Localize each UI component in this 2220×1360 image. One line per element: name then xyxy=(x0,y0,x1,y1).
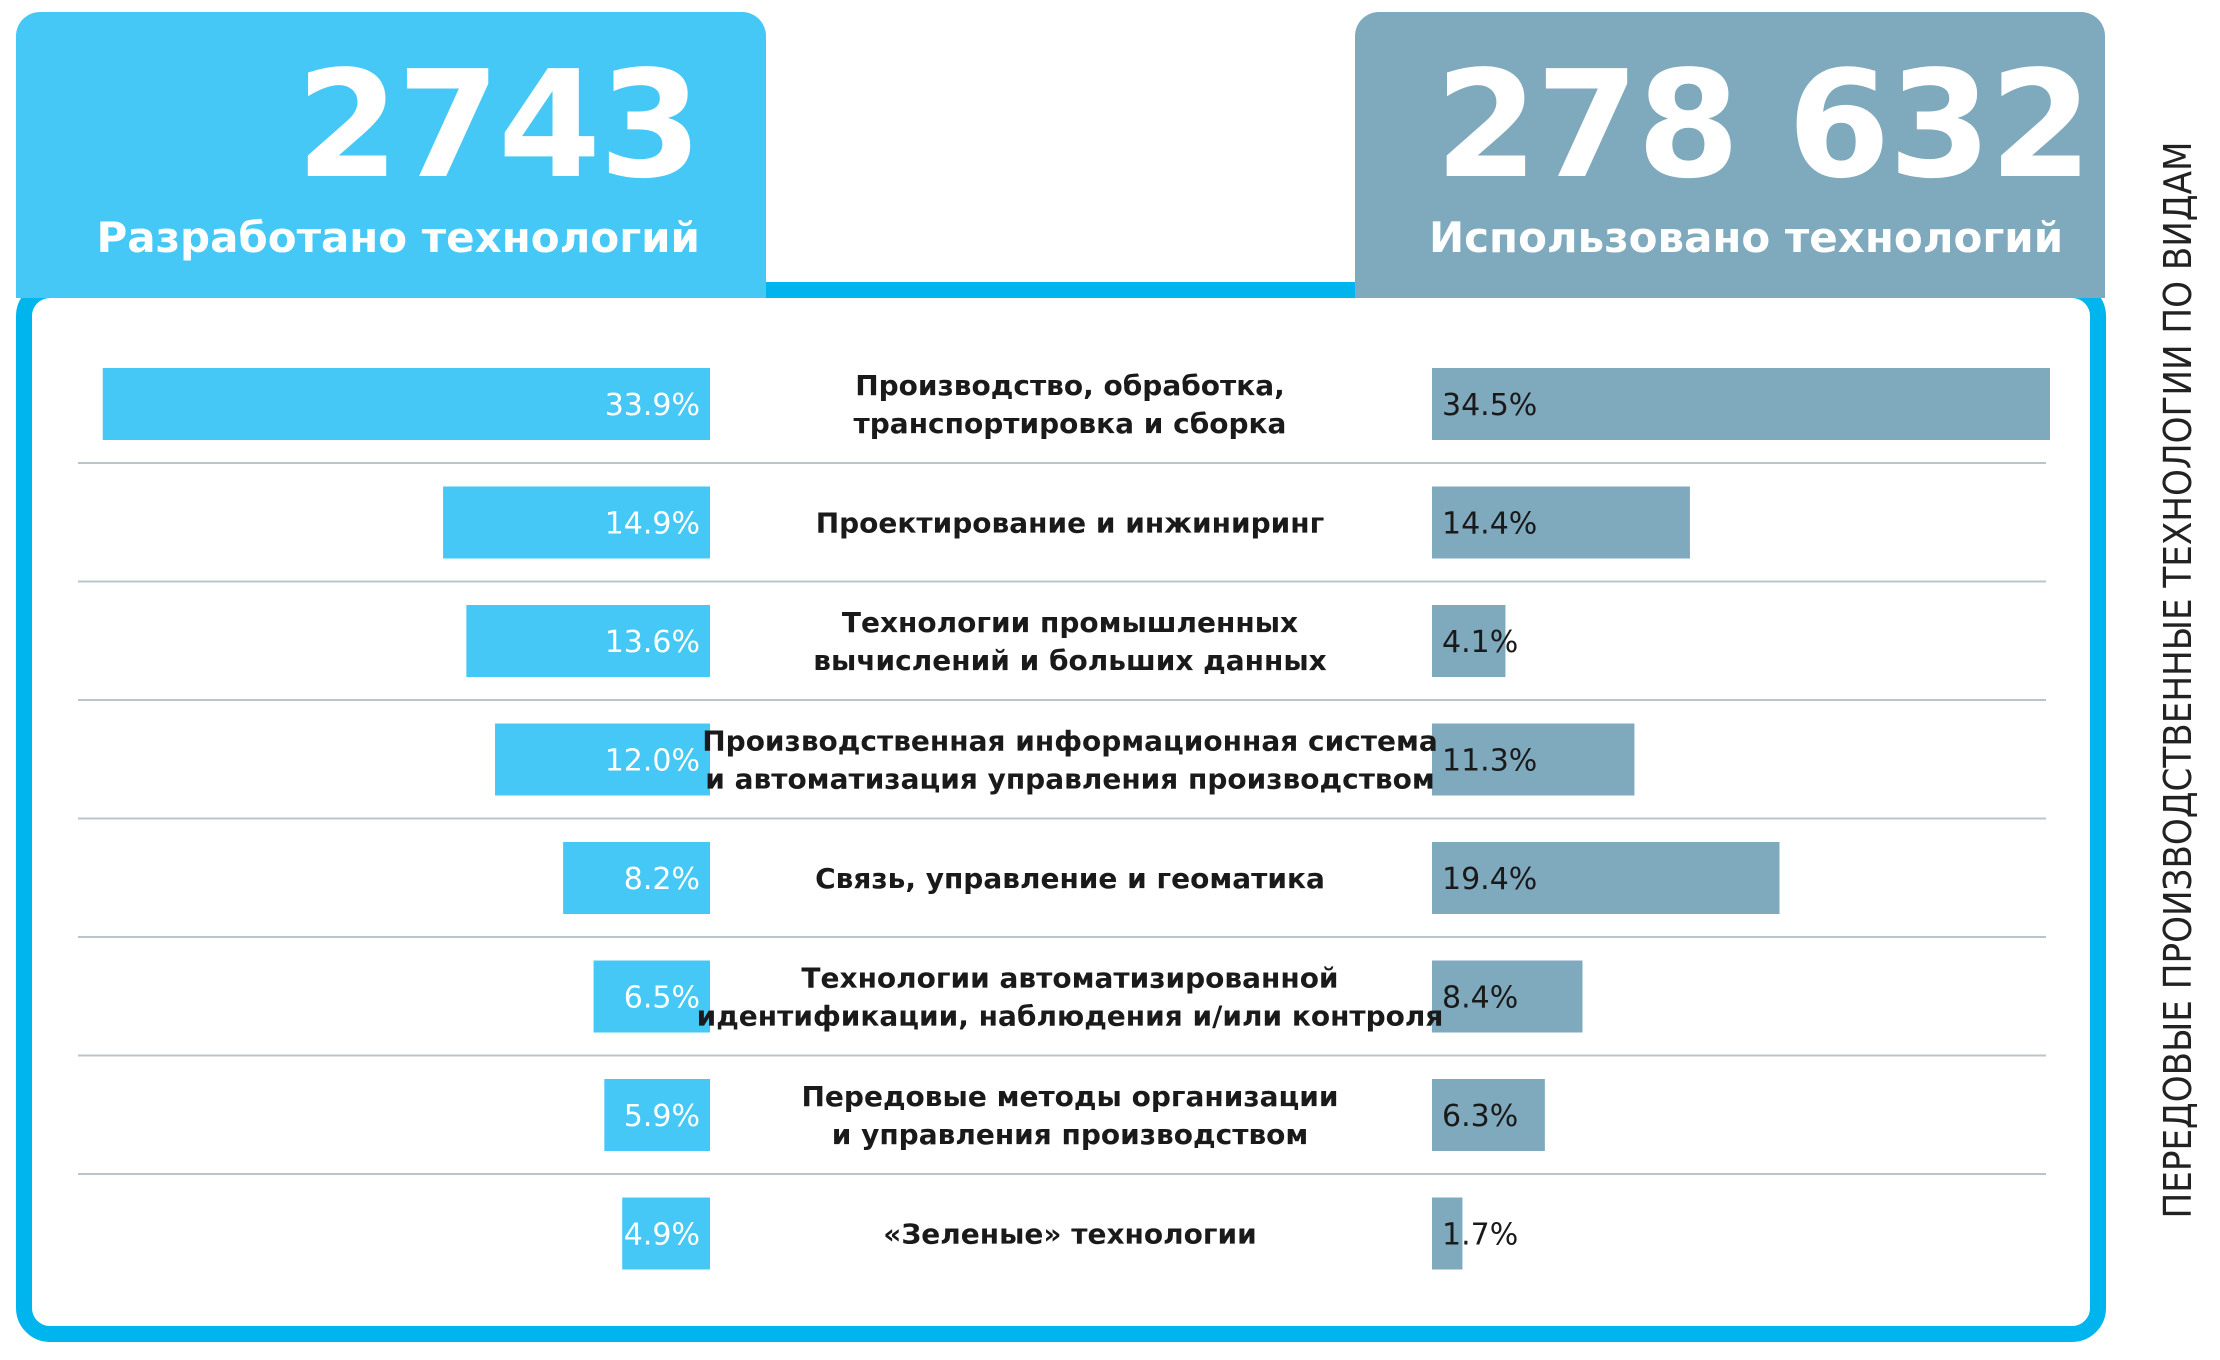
developed-label: Разработано технологий xyxy=(96,213,700,262)
used-bar xyxy=(1432,605,1506,677)
developed-value-label: 5.9% xyxy=(624,1099,700,1134)
developed-count: 2743 xyxy=(296,39,702,211)
developed-value-label: 33.9% xyxy=(605,388,700,423)
developed-panel-tab xyxy=(16,270,766,298)
developed-bar xyxy=(622,1197,710,1270)
used-panel-tab xyxy=(1355,270,2105,298)
developed-value-label: 4.9% xyxy=(624,1218,700,1253)
developed-value-label: 12.0% xyxy=(605,744,700,779)
developed-bar xyxy=(593,960,710,1033)
category-label: вычислений и больших данных xyxy=(813,644,1326,677)
category-label: Проектирование и инжиниринг xyxy=(816,507,1325,540)
category-label: Производственная информационная система xyxy=(702,725,1438,758)
used-value-label: 14.4% xyxy=(1442,507,1537,542)
developed-bar xyxy=(102,368,711,440)
developed-bar xyxy=(466,605,710,677)
developed-value-label: 14.9% xyxy=(605,507,700,542)
developed-panel: 2743 Разработано технологий xyxy=(16,12,766,302)
used-value-label: 1.7% xyxy=(1442,1218,1518,1253)
category-label: и автоматизация управления производством xyxy=(705,763,1435,796)
developed-value-label: 8.2% xyxy=(624,862,700,897)
developed-value-label: 6.5% xyxy=(624,981,700,1016)
developed-value-label: 13.6% xyxy=(605,625,700,660)
category-label: и управления производством xyxy=(832,1118,1309,1151)
used-bar xyxy=(1432,1079,1545,1151)
used-bar xyxy=(1432,368,2050,440)
used-value-label: 19.4% xyxy=(1442,862,1537,897)
chart-frame xyxy=(16,282,2106,1342)
category-label: транспортировка и сборка xyxy=(854,407,1287,440)
category-label: Производство, обработка, xyxy=(855,369,1285,402)
category-label: Передовые методы организации xyxy=(801,1080,1338,1113)
used-value-label: 4.1% xyxy=(1442,625,1518,660)
used-bar xyxy=(1432,842,1780,914)
used-value-label: 11.3% xyxy=(1442,744,1537,779)
developed-bar xyxy=(443,486,710,559)
used-value-label: 8.4% xyxy=(1442,981,1518,1016)
category-label: идентификации, наблюдения и/или контроля xyxy=(697,1000,1444,1033)
used-bar xyxy=(1432,960,1583,1033)
developed-bar xyxy=(495,723,710,796)
used-bar xyxy=(1432,1197,1463,1270)
used-label: Использовано технологий xyxy=(1429,213,2064,262)
used-value-label: 6.3% xyxy=(1442,1099,1518,1134)
used-bar xyxy=(1432,486,1690,559)
category-label: «Зеленые» технологии xyxy=(883,1218,1256,1251)
developed-bar xyxy=(563,842,710,914)
used-bar xyxy=(1432,723,1635,796)
developed-bar xyxy=(604,1079,710,1151)
side-title: ПЕРЕДОВЫЕ ПРОИЗВОДСТВЕННЫЕ ТЕХНОЛОГИИ ПО… xyxy=(2156,141,2200,1219)
category-label: Технологии автоматизированной xyxy=(801,962,1338,995)
used-panel: 278 632 Использовано технологий xyxy=(1355,12,2105,302)
category-label: Связь, управление и геоматика xyxy=(815,862,1325,895)
used-value-label: 34.5% xyxy=(1442,388,1537,423)
category-label: Технологии промышленных xyxy=(842,606,1298,639)
used-count: 278 632 xyxy=(1435,39,2092,211)
